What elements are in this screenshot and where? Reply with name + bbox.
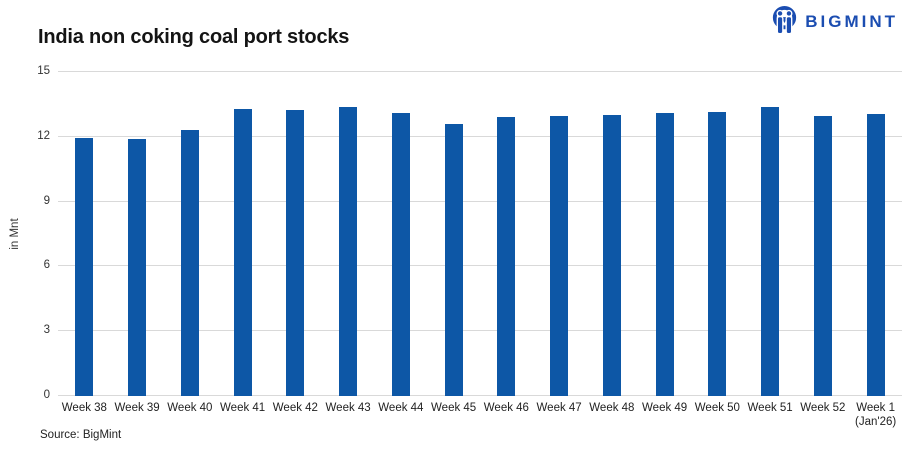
y-tick-label: 0 (43, 389, 50, 401)
bar-week-38 (75, 137, 94, 396)
x-tick-label: Week 38 (61, 402, 107, 414)
x-tick-label: Week 42 (272, 402, 318, 414)
bigmint-logo-icon (773, 6, 797, 35)
gridline (58, 265, 902, 267)
x-tick-label: Week 43 (325, 402, 371, 414)
bar-week-51 (761, 106, 780, 396)
bar-week-41 (233, 108, 252, 396)
bar-week-44 (391, 113, 410, 396)
bar-week-39 (128, 138, 147, 396)
x-tick-label: Week 47 (536, 402, 582, 414)
x-tick-label: Week 40 (167, 402, 213, 414)
bar-week-49 (655, 113, 674, 396)
x-tick-label: Week 48 (589, 402, 635, 414)
x-tick-label: Week 1 (Jan'26) (855, 402, 897, 428)
gridline (58, 395, 902, 396)
bar-week-50 (708, 111, 727, 396)
source-note: Source: BigMint (40, 429, 122, 441)
gridline (58, 71, 902, 72)
x-tick-label: Week 50 (694, 402, 740, 414)
bar-week-48 (602, 115, 621, 396)
y-tick-label: 12 (37, 129, 50, 142)
y-axis-title: in Mnt (9, 218, 21, 250)
x-tick-label: Week 52 (800, 402, 846, 414)
x-tick-label: Week 51 (747, 402, 793, 414)
bigmint-logo-text: BIGMINT (805, 11, 898, 31)
bigmint-logo: BIGMINT (771, 6, 898, 37)
y-tick-label: 15 (37, 65, 50, 77)
bar-week-40 (180, 130, 199, 396)
bar-week-1 (866, 114, 885, 396)
chart-title: India non coking coal port stocks (38, 26, 350, 48)
bar-week-47 (550, 116, 569, 396)
x-tick-label: Week 41 (220, 402, 266, 414)
bar-week-43 (339, 106, 358, 396)
bar-week-52 (813, 116, 832, 396)
x-tick-label: Week 45 (431, 402, 477, 414)
gridline (58, 200, 902, 202)
x-tick-label: Week 49 (642, 402, 688, 414)
gridline (58, 135, 902, 137)
gridline (58, 330, 902, 332)
bar-week-45 (444, 123, 463, 396)
y-tick-label: 9 (43, 194, 50, 207)
y-tick-label: 3 (43, 324, 50, 337)
y-tick-label: 6 (43, 259, 50, 272)
x-tick-label: Week 39 (114, 402, 160, 414)
x-tick-label: Week 46 (483, 402, 529, 414)
bar-week-42 (286, 109, 305, 396)
x-tick-label: Week 44 (378, 402, 424, 414)
bar-week-46 (497, 117, 516, 396)
plot-area (58, 71, 902, 396)
